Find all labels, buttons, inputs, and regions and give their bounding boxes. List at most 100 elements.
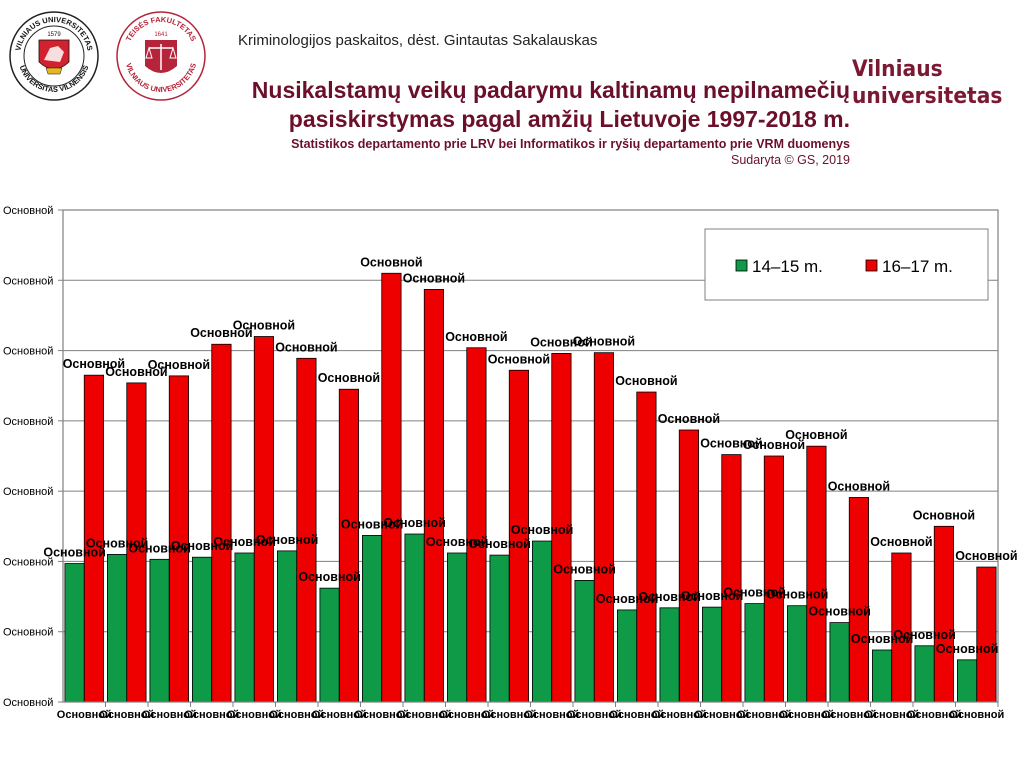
bar-14-15: [574, 580, 595, 703]
bar-14-15: [829, 622, 850, 703]
bar-14-15: [107, 553, 128, 703]
x-tick-label: Основной: [439, 709, 494, 721]
data-label-16-17: Основной: [615, 374, 677, 388]
chart-area: Основной Основной Основной Основной Основной…: [0, 170, 1024, 768]
university-seal-logo: VILNIAUS UNIVERSITETAS UNIVERSITAS VILNE…: [9, 11, 99, 101]
x-tick-label: Основной: [822, 709, 877, 721]
bar-14-15: [617, 609, 638, 703]
bar-14-15: [319, 587, 340, 703]
x-tick-label: Основной: [524, 709, 579, 721]
y-tick-label: Основной: [3, 697, 53, 709]
bar-14-15: [872, 649, 893, 703]
bar-16-17: [721, 454, 742, 703]
data-label-14-15: Основной: [383, 516, 445, 530]
x-tick-label: Основной: [864, 709, 919, 721]
bar-16-17: [253, 336, 274, 703]
bar-14-15: [532, 540, 553, 703]
data-label-16-17: Основной: [530, 335, 592, 349]
data-label-16-17: Основной: [233, 319, 295, 333]
data-label-16-17: Основной: [318, 371, 380, 385]
data-label-16-17: Основной: [190, 326, 252, 340]
data-label-14-15: Основной: [128, 541, 190, 555]
legend-box: [704, 228, 989, 301]
data-source-note: Statistikos departamento prie LRV bei In…: [291, 137, 850, 151]
y-tick-label: Основной: [3, 346, 53, 358]
bar-14-15: [489, 554, 510, 703]
bar-16-17: [806, 445, 827, 703]
bar-16-17: [423, 289, 444, 703]
data-label-14-15: Основной: [256, 533, 318, 547]
data-label-16-17: Основной: [700, 437, 762, 451]
data-label-14-15: Основной: [808, 605, 870, 619]
data-label-14-15: Основной: [766, 588, 828, 602]
data-label-14-15: Основной: [553, 562, 615, 576]
data-labels: ОсновнойОсновнойОсновнойОсновнойОсновной…: [43, 255, 1017, 656]
y-tick-label: Основной: [3, 416, 53, 428]
data-label-16-17: Основной: [148, 358, 210, 372]
data-label-14-15: Основной: [298, 570, 360, 584]
data-label-14-15: Основной: [43, 546, 105, 560]
bar-16-17: [933, 525, 954, 703]
x-tick-label: Основной: [949, 709, 1004, 721]
data-label-14-15: Основной: [171, 539, 233, 553]
bar-14-15: [659, 607, 680, 703]
bar-14-15: [404, 533, 425, 703]
x-tick-label: Основной: [567, 709, 622, 721]
x-tick-label: Основной: [737, 709, 792, 721]
slide-title: Nusikalstamų veikų padarymu kaltinamų ne…: [150, 76, 850, 134]
data-label-16-17: Основной: [955, 549, 1017, 563]
data-label-16-17: Основной: [573, 335, 635, 349]
x-tick-label: Основной: [99, 709, 154, 721]
bar-16-17: [848, 497, 869, 703]
data-label-14-15: Основной: [893, 628, 955, 642]
age-distribution-bar-chart: ОсновнойОсновнойОсновнойОсновнойОсновной…: [3, 205, 1018, 721]
data-label-14-15: Основной: [468, 537, 530, 551]
x-tick-label: Основной: [652, 709, 707, 721]
bar-16-17: [338, 388, 359, 703]
data-label-16-17: Основной: [360, 255, 422, 269]
slide-header: VILNIAUS UNIVERSITETAS UNIVERSITAS VILNE…: [0, 0, 1024, 170]
bar-16-17: [636, 391, 657, 703]
data-label-14-15: Основной: [596, 592, 658, 606]
x-tick-label: Основной: [57, 709, 112, 721]
data-label-14-15: Основной: [681, 589, 743, 603]
bar-16-17: [678, 429, 699, 703]
bar-14-15: [744, 603, 765, 703]
bar-16-17: [593, 352, 614, 703]
data-label-16-17: Основной: [445, 330, 507, 344]
bar-14-15: [149, 558, 170, 703]
credit-note: Sudaryta © GS, 2019: [730, 153, 850, 167]
data-label-14-15: Основной: [851, 632, 913, 646]
data-label-16-17: Основной: [870, 535, 932, 549]
x-axis-ticks: ОсновнойОсновнойОсновнойОсновнойОсновной…: [57, 702, 1004, 721]
x-tick-label: Основной: [694, 709, 749, 721]
wordmark-line-2: universitetas: [852, 84, 1003, 109]
x-tick-label: Основной: [354, 709, 409, 721]
bar-16-17: [381, 272, 402, 703]
legend-swatch-14-15: [735, 259, 748, 272]
university-seal-year: 1579: [47, 32, 61, 38]
y-tick-label: Основной: [3, 205, 53, 217]
x-tick-label: Основной: [184, 709, 239, 721]
bar-14-15: [447, 552, 468, 703]
x-tick-label: Основной: [779, 709, 834, 721]
data-label-14-15: Основной: [213, 535, 275, 549]
data-label-14-15: Основной: [511, 523, 573, 537]
data-label-14-15: Основной: [426, 535, 488, 549]
legend-swatch-16-17: [865, 259, 878, 272]
legend: 14–15 m. 16–17 m.: [704, 228, 989, 301]
x-tick-label: Основной: [227, 709, 282, 721]
y-axis-ticks: Основной Основной Основной Основной Основной…: [3, 205, 63, 709]
wordmark-line-1: Vilniaus: [852, 57, 943, 82]
data-label-14-15: Основной: [936, 642, 998, 656]
vilnius-university-wordmark: Vilniaus universitetas: [852, 56, 1002, 110]
bar-14-15: [192, 556, 213, 703]
y-tick-label: Основной: [3, 627, 53, 639]
bar-14-15: [702, 606, 723, 703]
data-label-14-15: Основной: [341, 517, 403, 531]
y-tick-label: Основной: [3, 556, 53, 568]
data-label-16-17: Основной: [913, 508, 975, 522]
data-label-16-17: Основной: [275, 340, 337, 354]
data-label-14-15: Основной: [86, 536, 148, 550]
bar-16-17: [976, 566, 997, 703]
